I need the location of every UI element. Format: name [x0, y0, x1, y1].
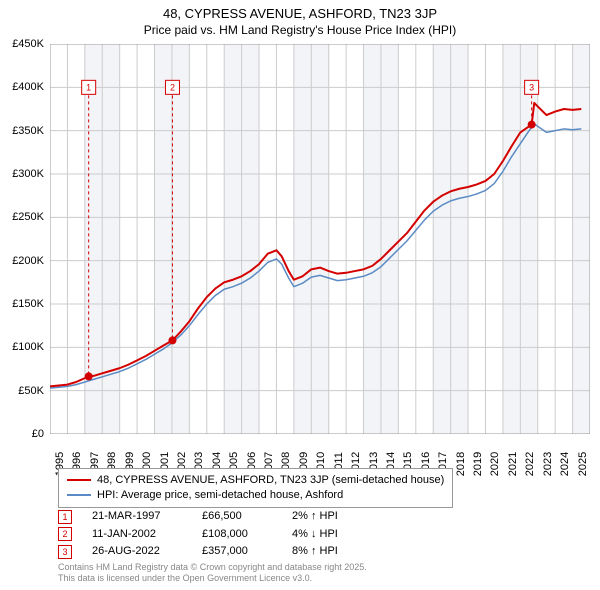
sale-date: 21-MAR-1997: [92, 508, 182, 526]
footer-line-2: This data is licensed under the Open Gov…: [58, 573, 367, 584]
x-axis: 1995199619971998199920002001200220032004…: [50, 436, 590, 466]
y-tick-label: £200K: [12, 255, 44, 267]
y-tick-label: £450K: [12, 38, 44, 50]
x-tick-label: 2020: [489, 452, 501, 476]
y-tick-label: £50K: [18, 385, 44, 397]
sale-row: 2 11-JAN-2002 £108,000 4% ↓ HPI: [58, 526, 338, 544]
x-tick-label: 2019: [472, 452, 484, 476]
y-tick-label: £350K: [12, 125, 44, 137]
footer-attribution: Contains HM Land Registry data © Crown c…: [58, 562, 367, 584]
sale-marker-badge: 3: [58, 545, 72, 559]
svg-text:1: 1: [86, 82, 91, 92]
y-tick-label: £0: [32, 428, 44, 440]
sale-marker-badge: 2: [58, 527, 72, 541]
sale-date: 26-AUG-2022: [92, 543, 182, 561]
x-tick-label: 2021: [507, 452, 519, 476]
y-tick-label: £150K: [12, 298, 44, 310]
legend-label: HPI: Average price, semi-detached house,…: [97, 488, 343, 503]
x-tick-label: 2023: [542, 452, 554, 476]
legend: 48, CYPRESS AVENUE, ASHFORD, TN23 3JP (s…: [58, 468, 453, 508]
sale-delta: 8% ↑ HPI: [292, 543, 338, 561]
y-axis: £0£50K£100K£150K£200K£250K£300K£350K£400…: [0, 44, 48, 434]
sale-price: £66,500: [202, 508, 272, 526]
y-tick-label: £400K: [12, 81, 44, 93]
svg-text:3: 3: [529, 82, 534, 92]
sale-delta: 2% ↑ HPI: [292, 508, 338, 526]
sale-delta: 4% ↓ HPI: [292, 526, 338, 544]
x-tick-label: 2022: [524, 452, 536, 476]
chart-container: 48, CYPRESS AVENUE, ASHFORD, TN23 3JP Pr…: [0, 0, 600, 590]
y-tick-label: £300K: [12, 168, 44, 180]
sale-marker-badge: 1: [58, 510, 72, 524]
x-tick-label: 2024: [559, 452, 571, 476]
legend-swatch: [67, 494, 91, 496]
sale-row: 3 26-AUG-2022 £357,000 8% ↑ HPI: [58, 543, 338, 561]
chart-title: 48, CYPRESS AVENUE, ASHFORD, TN23 3JP: [0, 0, 600, 23]
sale-date: 11-JAN-2002: [92, 526, 182, 544]
sale-price: £357,000: [202, 543, 272, 561]
y-tick-label: £250K: [12, 211, 44, 223]
chart-subtitle: Price paid vs. HM Land Registry's House …: [0, 23, 600, 39]
x-tick-label: 2025: [577, 452, 589, 476]
legend-label: 48, CYPRESS AVENUE, ASHFORD, TN23 3JP (s…: [97, 473, 444, 488]
sale-price: £108,000: [202, 526, 272, 544]
y-tick-label: £100K: [12, 341, 44, 353]
footer-line-1: Contains HM Land Registry data © Crown c…: [58, 562, 367, 573]
legend-swatch: [67, 479, 91, 481]
x-tick-label: 2018: [455, 452, 467, 476]
legend-item: HPI: Average price, semi-detached house,…: [67, 488, 444, 503]
line-chart: 1 2 3: [50, 44, 590, 434]
legend-item: 48, CYPRESS AVENUE, ASHFORD, TN23 3JP (s…: [67, 473, 444, 488]
svg-text:2: 2: [170, 82, 175, 92]
sales-table: 1 21-MAR-1997 £66,500 2% ↑ HPI 2 11-JAN-2002 £…: [58, 508, 338, 561]
sale-row: 1 21-MAR-1997 £66,500 2% ↑ HPI: [58, 508, 338, 526]
